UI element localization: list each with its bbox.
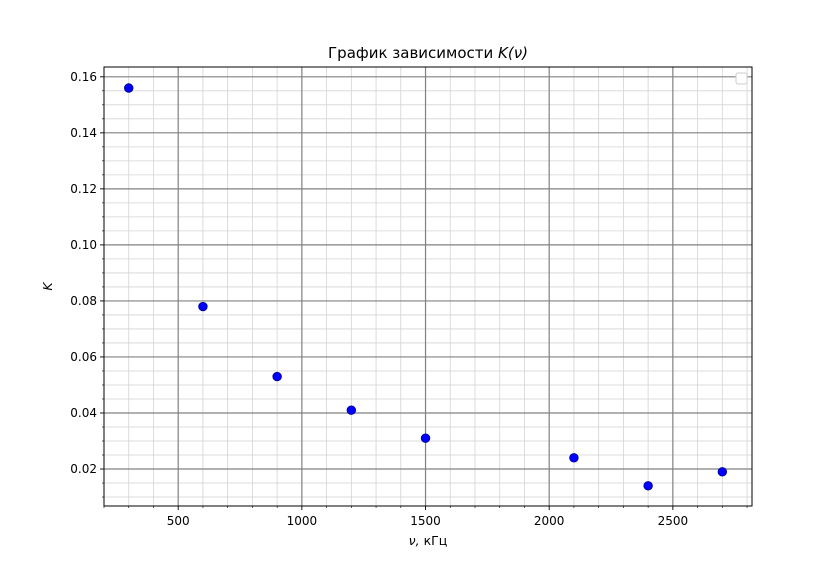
data-point [198,301,208,312]
y-tick-label: 0.16 [70,70,97,84]
y-tick-label: 0.10 [70,238,97,252]
x-tick-label: 1000 [287,514,318,528]
y-tick-label: 0.12 [70,182,97,196]
legend-box [735,72,748,85]
y-tick-label: 0.02 [70,462,97,476]
data-point [346,405,357,415]
minor-grid [103,67,752,506]
y-tick-label: 0.04 [70,406,97,420]
data-point [272,371,282,382]
y-tick-label: 0.08 [70,294,97,308]
data-point [717,467,728,477]
x-tick-label: 500 [167,514,190,528]
x-tick-label: 1500 [410,514,441,528]
data-point [124,83,134,93]
major-grid [104,67,752,506]
data-point [643,481,653,491]
y-tick-label: 0.14 [70,126,97,140]
x-axis-label: ν, кГц [409,533,448,548]
y-tick-label: 0.06 [70,350,97,364]
data-points [124,83,728,491]
x-tick-label: 2000 [534,514,565,528]
axis-ticks [100,76,748,510]
chart-title: График зависимости K(ν) [328,44,528,62]
plot-frame [103,66,753,507]
data-point [420,433,431,443]
x-tick-label: 2500 [658,514,689,528]
data-point [569,453,579,463]
tick-labels: 500 1000 1500 2000 2500 0.02 0.04 0.06 0.08 0.10 0… [70,70,688,528]
y-axis-label: K [40,281,55,291]
